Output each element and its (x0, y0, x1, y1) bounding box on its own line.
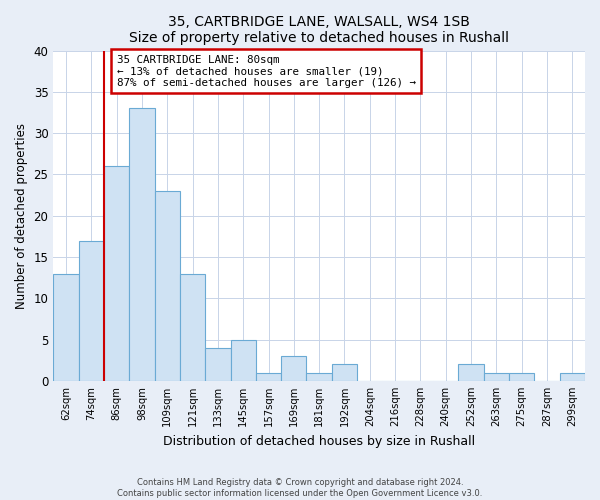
Bar (180, 274, 205, 381)
Y-axis label: Number of detached properties: Number of detached properties (15, 122, 28, 308)
Bar (104, 166, 129, 381)
Text: 35 CARTBRIDGE LANE: 80sqm
← 13% of detached houses are smaller (19)
87% of semi-: 35 CARTBRIDGE LANE: 80sqm ← 13% of detac… (116, 54, 416, 88)
Bar (230, 340, 256, 381)
Bar (281, 356, 307, 381)
Bar (79, 240, 104, 381)
X-axis label: Distribution of detached houses by size in Rushall: Distribution of detached houses by size … (163, 434, 475, 448)
Bar (155, 191, 180, 381)
Bar (129, 108, 155, 381)
Bar (332, 364, 357, 381)
Bar (205, 348, 230, 381)
Bar (458, 364, 484, 381)
Bar (53, 274, 79, 381)
Bar (509, 372, 535, 381)
Title: 35, CARTBRIDGE LANE, WALSALL, WS4 1SB
Size of property relative to detached hous: 35, CARTBRIDGE LANE, WALSALL, WS4 1SB Si… (129, 15, 509, 45)
Text: Contains HM Land Registry data © Crown copyright and database right 2024.
Contai: Contains HM Land Registry data © Crown c… (118, 478, 482, 498)
Bar (307, 372, 332, 381)
Bar (484, 372, 509, 381)
Bar (256, 372, 281, 381)
Bar (560, 372, 585, 381)
